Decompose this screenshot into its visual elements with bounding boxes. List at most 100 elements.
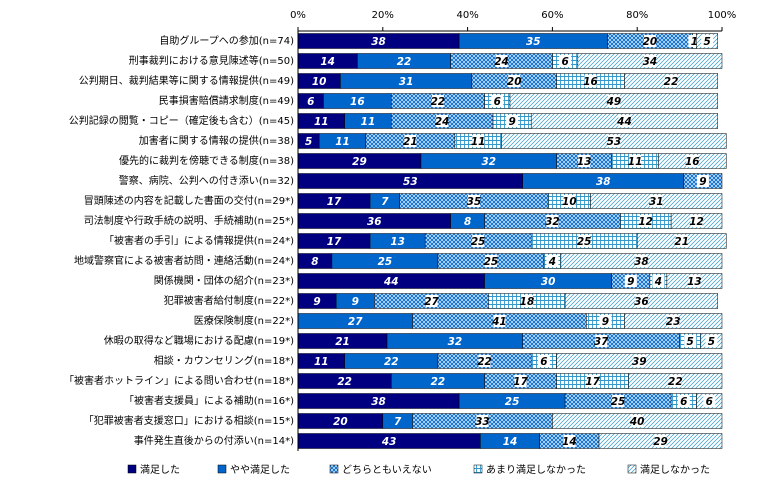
value-label: 4 [548,256,556,268]
value-label: 9 [352,296,359,308]
value-label: 25 [471,236,486,248]
value-label: 1 [691,36,698,48]
label-bg [472,135,485,147]
value-label: 21 [674,236,689,248]
value-label: 18 [520,296,535,308]
y-tick-label: 休暇の取得など職場における配慮(n=19*) [104,334,294,347]
y-tick-label: 犯罪被害者給付制度(n=22*) [164,294,294,307]
value-label: 5 [704,36,711,48]
label-bg [669,375,682,387]
label-bg [436,115,449,127]
label-bg [404,135,417,147]
x-tick-label: 20% [372,10,394,21]
label-bg [643,55,656,67]
value-label: 38 [596,176,611,188]
value-label: 38 [371,36,386,48]
value-label: 14 [562,436,577,448]
value-label: 16 [583,76,598,88]
value-label: 22 [664,76,679,88]
label-bg [690,215,703,227]
value-label: 32 [481,156,496,168]
x-tick-label: 40% [456,10,478,21]
value-label: 39 [632,356,647,368]
label-bg [607,95,620,107]
label-bg [476,415,489,427]
label-bg [508,75,521,87]
y-tick-label: 冒頭陳述の内容を記載した書面の交付(n=29*) [84,194,294,207]
y-tick-label: 刑事裁判における意見陳述等(n=50) [129,54,294,67]
y-tick-label: 「犯罪被害者支援窓口」における相談(n=15*) [84,414,294,427]
value-label: 29 [352,156,367,168]
label-bg [599,315,612,327]
value-label: 11 [628,156,643,168]
value-label: 43 [381,436,397,448]
legend-swatch [627,464,637,474]
value-label: 10 [312,76,327,88]
value-label: 23 [666,316,681,328]
value-label: 10 [562,196,577,208]
value-label: 11 [335,136,350,148]
label-bg [665,75,678,87]
y-tick-label: 「被害者支援員」による補助(n=16*) [124,394,294,407]
value-label: 32 [545,216,560,228]
value-label: 20 [643,36,658,48]
value-label: 7 [394,416,402,428]
value-label: 38 [634,256,649,268]
value-label: 6 [680,396,687,408]
label-bg [546,255,559,267]
value-label: 13 [577,156,592,168]
legend-swatch [217,464,227,474]
label-bg [472,235,485,247]
value-label: 6 [307,96,314,108]
value-label: 22 [431,376,446,388]
label-bg [431,95,444,107]
x-tick-label: 80% [626,10,648,21]
label-bg [595,335,608,347]
value-label: 16 [685,156,700,168]
label-bg [563,435,576,447]
value-label: 5 [687,336,694,348]
value-label: 22 [431,96,446,108]
value-label: 11 [361,116,376,128]
value-label: 53 [607,136,622,148]
x-tick-label: 0% [290,10,306,21]
label-bg [607,135,620,147]
value-label: 22 [384,356,399,368]
label-bg [629,155,642,167]
legend-label: あまり満足しなかった [486,464,586,476]
label-bg [675,235,688,247]
value-label: 53 [403,176,418,188]
label-bg [635,255,648,267]
value-label: 20 [507,76,522,88]
value-label: 12 [638,216,653,228]
value-label: 29 [653,436,668,448]
label-bg [586,375,599,387]
value-label: 6 [540,356,547,368]
y-tick-label: 地域警察官による被害者訪問・連絡活動(n=24*) [74,254,294,267]
value-label: 5 [708,336,715,348]
label-bg [612,395,625,407]
label-bg [506,115,519,127]
label-bg [495,55,508,67]
label-bg [624,275,637,287]
label-bg [478,355,491,367]
label-bg [491,95,504,107]
label-bg [643,35,656,47]
value-label: 20 [333,416,348,428]
value-label: 13 [687,276,702,288]
value-label: 8 [464,216,471,228]
value-label: 31 [399,76,414,88]
legend-label: 満足しなかった [640,464,710,476]
value-label: 17 [585,376,600,388]
label-bg [425,295,438,307]
y-tick-label: 「被害者ホットライン」による問い合わせ(n=18*) [64,374,294,387]
label-bg [652,275,665,287]
value-label: 4 [654,276,662,288]
label-bg [520,295,533,307]
label-bg [667,315,680,327]
value-label: 35 [467,196,482,208]
label-bg [677,395,690,407]
value-label: 5 [305,136,312,148]
label-bg [631,415,644,427]
y-tick-label: 関係機関・団体の紹介(n=23*) [154,274,294,287]
